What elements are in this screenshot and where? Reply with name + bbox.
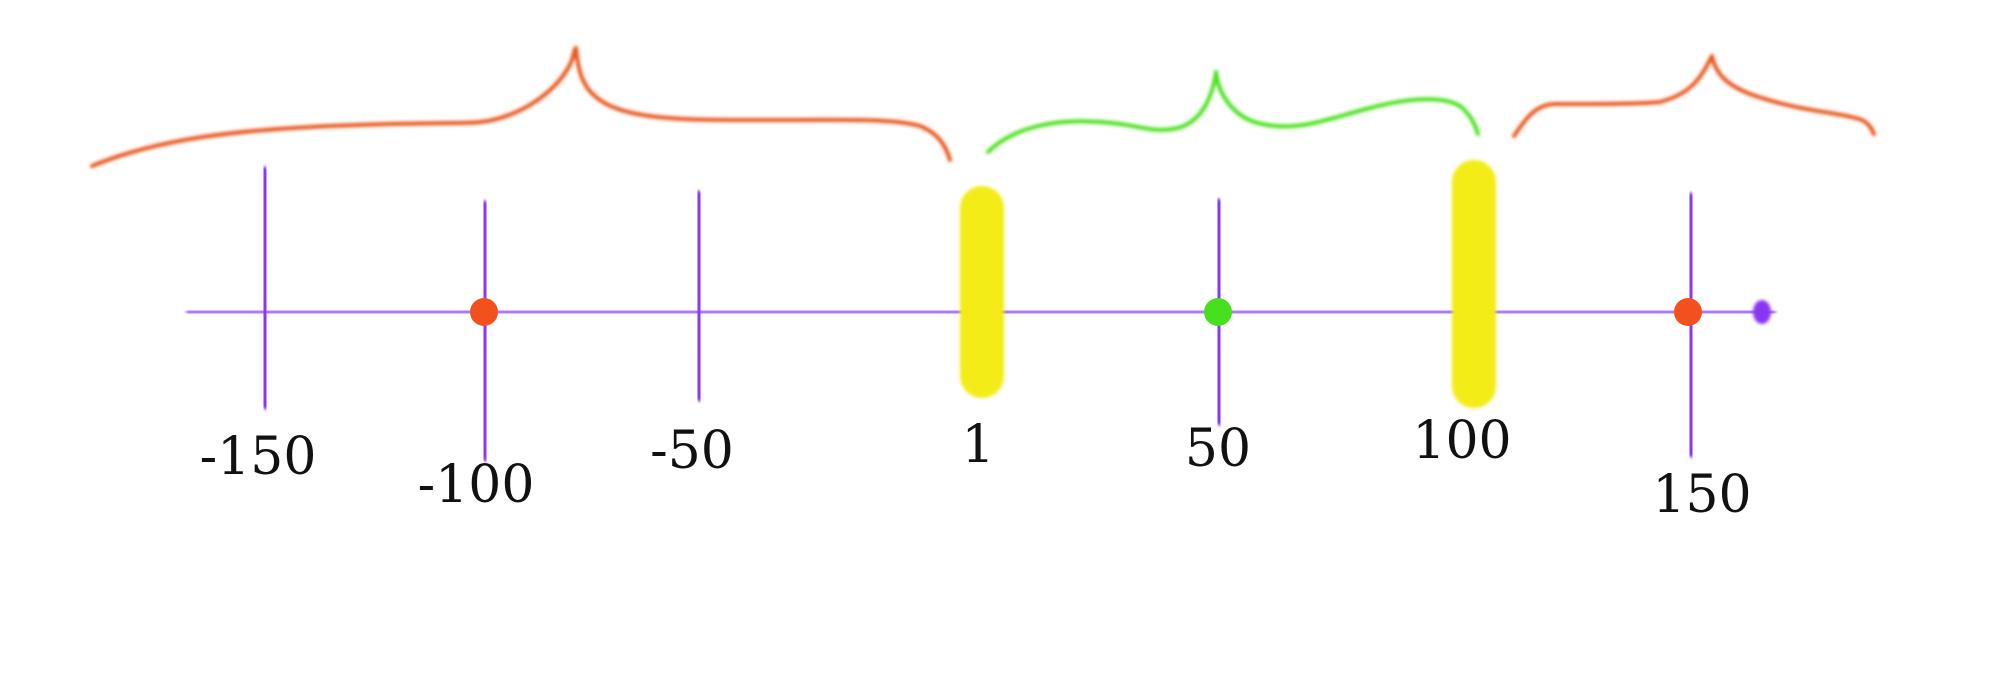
inside-point (1204, 298, 1232, 326)
tick-mark (692, 190, 706, 402)
boundary-marker (960, 186, 1004, 398)
points-layer (470, 298, 1702, 326)
outside-point (1674, 298, 1702, 326)
tick-label: 50 (1185, 419, 1251, 479)
boundary-markers-layer (960, 160, 1496, 408)
left-outside-brace (90, 46, 952, 168)
outside-point (470, 298, 498, 326)
tick-label: -50 (650, 421, 734, 481)
boundary-marker (1452, 160, 1496, 408)
tick-mark (478, 200, 492, 462)
tick-label: -100 (418, 455, 535, 515)
tick-label: 100 (1412, 411, 1511, 471)
tick-label: 150 (1652, 465, 1751, 525)
tick-label: 1 (961, 415, 994, 475)
tick-label: -150 (200, 427, 317, 487)
tick-mark (258, 166, 272, 410)
number-line-end-cap (1753, 300, 1771, 324)
middle-inside-brace (986, 70, 1480, 154)
right-outside-brace (1512, 54, 1876, 138)
